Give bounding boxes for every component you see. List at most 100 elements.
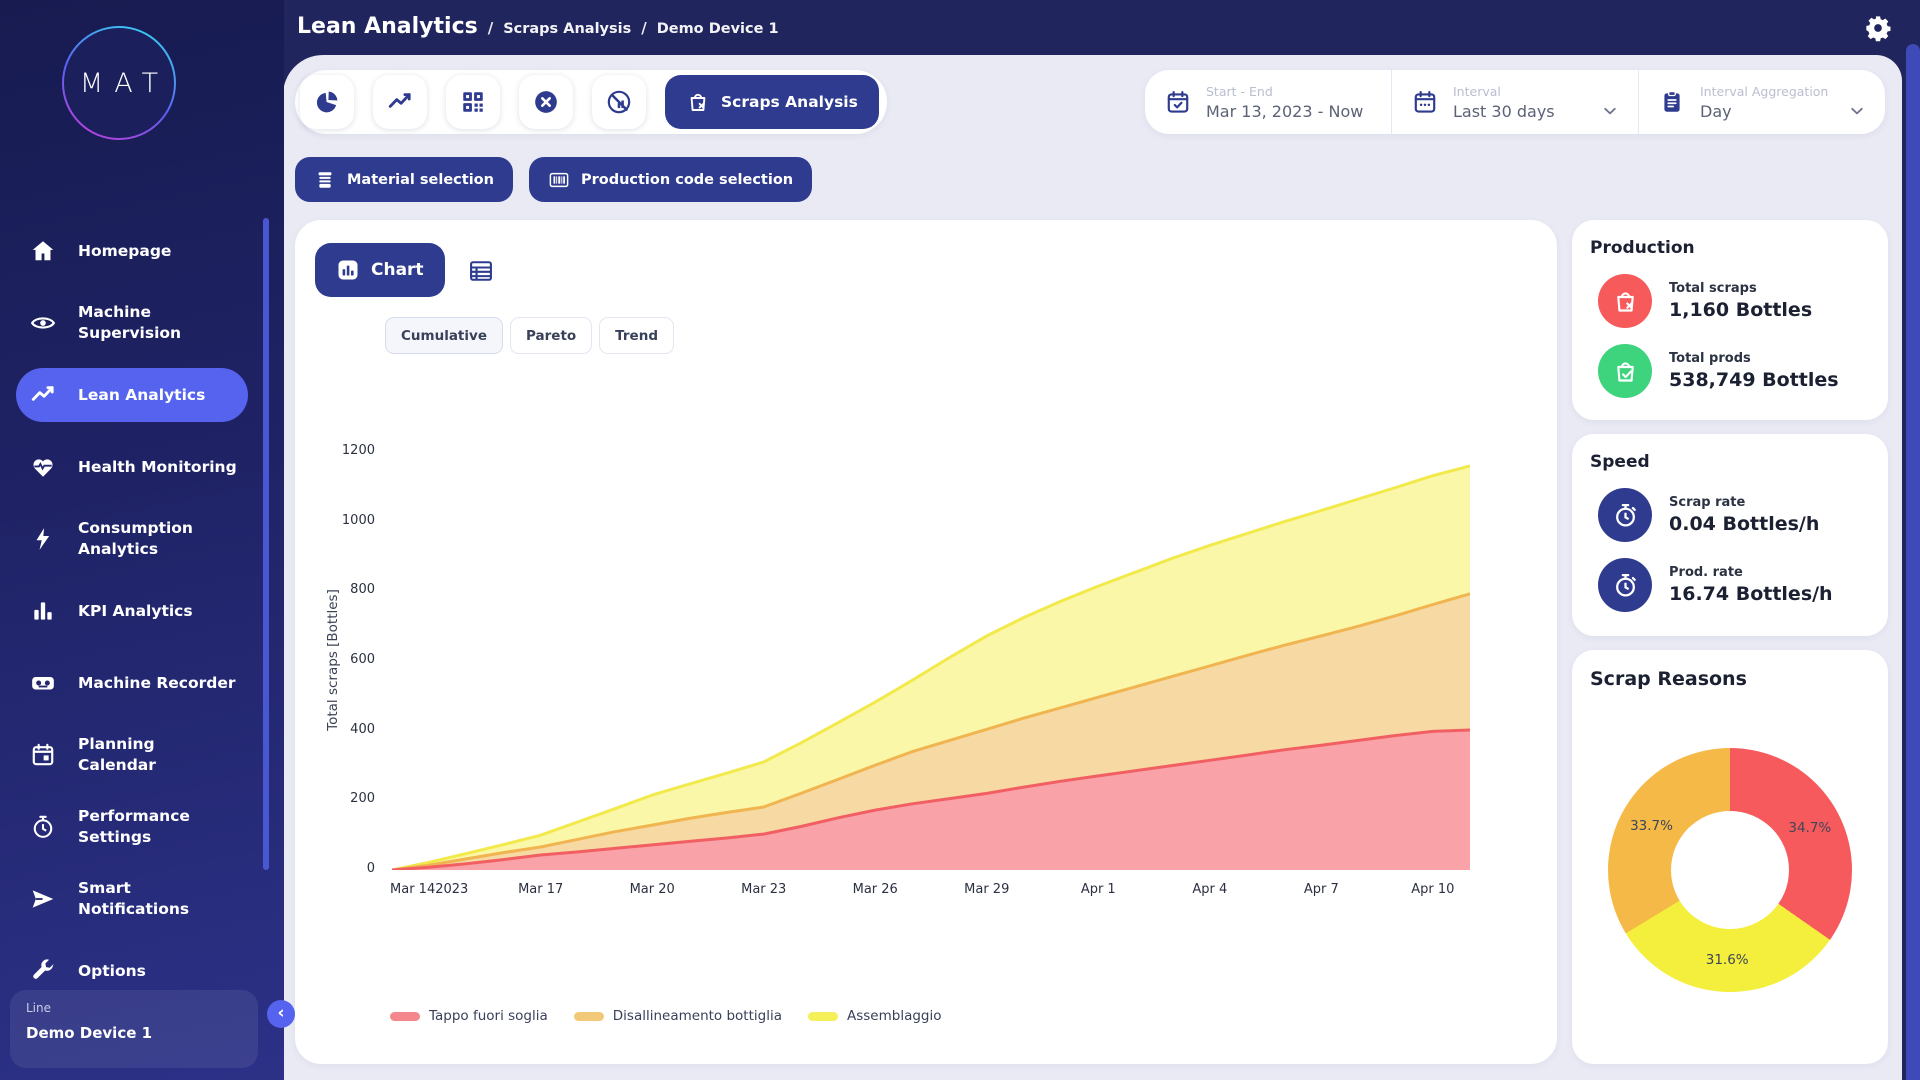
tab-trend[interactable]: Trend [599, 317, 674, 354]
bag-x-icon [1598, 274, 1652, 328]
material-selection-button[interactable]: Material selection [295, 157, 513, 202]
filter-label: Interval [1453, 83, 1501, 99]
qr-icon [460, 89, 486, 115]
y-tick: 600 [350, 652, 375, 667]
y-tick: 1000 [341, 512, 375, 528]
chevron-down-icon [1602, 103, 1618, 119]
sidebar-item-label: Health Monitoring [78, 457, 237, 476]
donut-label-tappo-fuori-soglia: 34.7% [1788, 820, 1832, 837]
stat-value: 538,749 Bottles [1669, 369, 1839, 391]
bag-check-icon [1598, 344, 1652, 398]
sidebar-item-machine-supervision[interactable]: Machine Supervision [0, 287, 284, 359]
y-tick: 1200 [341, 443, 375, 458]
sidebar-item-homepage[interactable]: Homepage [0, 215, 284, 287]
legend-label: Tappo fuori soglia [429, 1008, 548, 1024]
y-tick: 400 [350, 721, 375, 737]
sidebar-nav: Homepage Machine Supervision Lean Analytic… [0, 215, 284, 1007]
code-analysis-button[interactable] [446, 75, 500, 129]
sidebar-item-label: Planning Calendar [78, 735, 156, 774]
stopwatch-icon [1598, 558, 1652, 612]
sidebar-item-label: Consumption Analytics [78, 519, 193, 558]
scrap-reasons-donut-wrap: 34.7% 31.6% 33.7% [1608, 748, 1852, 992]
scraps-chart-card: Chart Cumulative Pareto Trend Total scraps… [295, 220, 1557, 1064]
production-card: Production Total scraps 1,160 Bottles Tota… [1572, 220, 1888, 420]
legend-label: Assemblaggio [847, 1008, 942, 1024]
donut-label-assemblaggio: 31.6% [1705, 951, 1749, 968]
stat-value: 16.74 Bottles/h [1669, 583, 1833, 605]
stat-label: Prod. rate [1669, 565, 1743, 580]
sidebar-item-machine-recorder[interactable]: Machine Recorder [0, 647, 284, 719]
x-tick: Mar 17 [518, 882, 564, 897]
date-filter-bar: Start - End Mar 13, 2023 - Now Interval Las… [1145, 70, 1885, 134]
table-icon [467, 257, 497, 285]
breadcrumb: Lean Analytics / Scraps Analysis / Demo Dev… [297, 0, 779, 55]
sidebar-item-consumption-analytics[interactable]: Consumption Analytics [0, 503, 284, 575]
breadcrumb-item-demo-device-1[interactable]: Demo Device 1 [656, 21, 779, 37]
y-tick: 800 [350, 582, 375, 598]
tab-cumulative[interactable]: Cumulative [385, 317, 503, 354]
line-tappo-fuori-soglia [392, 728, 1470, 870]
scraps-analysis-button[interactable]: Scraps Analysis [665, 75, 879, 129]
settings-button[interactable] [1864, 12, 1896, 44]
sidebar-item-planning-calendar[interactable]: Planning Calendar [0, 719, 284, 791]
sidebar-item-label: KPI Analytics [78, 601, 193, 620]
scraps-analysis-label: Scraps Analysis [721, 93, 858, 111]
bolt-icon [30, 526, 56, 552]
y-tick: 200 [350, 791, 375, 807]
device-selector[interactable]: Line Demo Device 1 [10, 990, 258, 1068]
sidebar-collapse-button[interactable]: ‹ [267, 1000, 295, 1028]
sidebar-item-lean-analytics[interactable]: Lean Analytics [0, 359, 284, 431]
legend-item-tappo-fuori-soglia: Tappo fuori soglia [390, 1008, 548, 1024]
gear-icon [1864, 14, 1896, 42]
sidebar-item-options[interactable]: Options [0, 935, 284, 1007]
chevron-down-icon [1849, 103, 1865, 119]
stat-label: Total scraps [1669, 281, 1757, 296]
analysis-toolbar: Scraps Analysis [295, 70, 887, 134]
legend-item-assemblaggio: Assemblaggio [808, 1008, 942, 1024]
table-view-button[interactable] [467, 256, 497, 286]
stat-prod-rate: Prod. rate 16.74 Bottles/h [1598, 558, 1870, 612]
sidebar-item-smart-notifications[interactable]: Smart Notifications [0, 863, 284, 935]
trend-analysis-button[interactable] [373, 75, 427, 129]
pie-analysis-button[interactable] [300, 75, 354, 129]
x-tick: Apr 7 [1303, 882, 1339, 897]
scrap-reasons-donut-chart: 34.7% 31.6% 33.7% [1608, 748, 1852, 992]
tab-pareto[interactable]: Pareto [509, 317, 593, 354]
filter-interval[interactable]: Interval Last 30 days [1391, 70, 1638, 134]
chart-view-button[interactable]: Chart [315, 243, 445, 297]
send-icon [30, 886, 56, 912]
main-content: Scraps Analysis Start - End Mar 13, 2023 … [283, 55, 1902, 1080]
bar-chart-icon [30, 598, 56, 624]
speed-title: Speed [1590, 452, 1650, 472]
x-tick: Mar 20 [629, 882, 675, 897]
sidebar-item-label: Homepage [78, 241, 172, 260]
speed-stats: Scrap rate 0.04 Bottles/h Prod. rate 16.74 … [1590, 488, 1870, 612]
calendar-icon [30, 742, 56, 768]
sidebar-scrollbar[interactable] [263, 218, 269, 870]
sidebar-item-health-monitoring[interactable]: Health Monitoring [0, 431, 284, 503]
legend-swatch [390, 1011, 420, 1021]
sidebar-item-label: Lean Analytics [78, 385, 206, 404]
production-code-selection-button[interactable]: Production code selection [528, 157, 813, 202]
breadcrumb-item-scraps-analysis[interactable]: Scraps Analysis [503, 21, 632, 37]
legend-item-disallineamento-bottiglia: Disallineamento bottiglia [573, 1008, 782, 1024]
sidebar-item-kpi-analytics[interactable]: KPI Analytics [0, 575, 284, 647]
downtime-analysis-button[interactable] [592, 75, 646, 129]
trend-icon [387, 89, 413, 115]
stops-analysis-button[interactable] [519, 75, 573, 129]
sidebar: MAT Homepage Machine Supervision Lean Anal… [0, 0, 284, 1080]
filter-interval-aggregation[interactable]: Interval Aggregation Day [1638, 70, 1885, 134]
sidebar-item-performance-settings[interactable]: Performance Settings [0, 791, 284, 863]
recorder-icon [30, 670, 56, 696]
scrap-reasons-card: Scrap Reasons 34.7% 31.6% 33.7% [1572, 650, 1888, 1064]
x-tick: Mar 23 [741, 882, 787, 897]
wrench-icon [30, 958, 56, 984]
legend-swatch [808, 1011, 838, 1021]
home-icon [30, 238, 56, 264]
sidebar-item-label: Performance Settings [78, 807, 190, 846]
page-scrollbar[interactable] [1906, 44, 1920, 1080]
material-icon [314, 169, 336, 191]
heart-pulse-icon [30, 454, 56, 480]
breadcrumb-separator: / [487, 19, 494, 37]
filter-start-end[interactable]: Start - End Mar 13, 2023 - Now [1145, 70, 1391, 134]
